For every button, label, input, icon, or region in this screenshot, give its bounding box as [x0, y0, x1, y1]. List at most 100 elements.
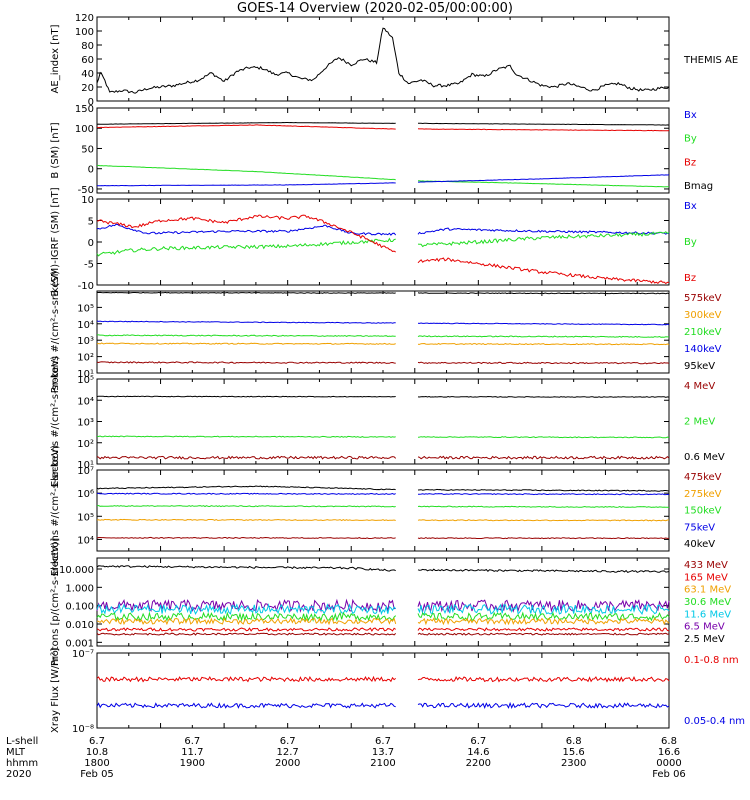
y-tick-label: -50 — [78, 185, 94, 196]
y-tick-label: 10¹ — [77, 460, 94, 471]
legend-label: THEMIS AE — [683, 55, 738, 66]
legend-label: 11.6 MeV — [684, 609, 731, 620]
series-line-0-6-mev — [96, 395, 670, 398]
legend-label: 63.1 MeV — [684, 585, 731, 596]
panel-6: 10⁴ 10⁵ 10⁶ 10⁷ Electrons #/(cm²-s-sr-keV) 47… — [50, 445, 722, 576]
footer-value: Feb 06 — [652, 769, 686, 780]
y-tick-label: 10⁷ — [77, 466, 94, 477]
y-tick-label: 50 — [81, 144, 94, 155]
footer-row-label: hhmm — [6, 758, 38, 769]
panel-frame — [96, 198, 670, 286]
footer-value: 2100 — [370, 758, 395, 769]
y-tick-label: 10.000 — [59, 565, 94, 576]
series-line-11-6-mev — [96, 602, 670, 616]
y-tick-label: 10⁵ — [77, 375, 94, 386]
series-line-165-mev — [96, 627, 670, 632]
series-line-210kev — [96, 334, 669, 338]
legend-label: 0.6 MeV — [684, 452, 725, 463]
legend-label: 2 MeV — [684, 417, 715, 428]
series-line-themis-ae — [96, 27, 670, 94]
footer-value: 1900 — [180, 758, 205, 769]
y-axis-label: Electrons #/(cm²-s-sr-keV) — [50, 356, 61, 487]
series-line-0-1-0-8-nm — [96, 675, 670, 683]
legend-label: 75keV — [684, 522, 715, 533]
y-tick-label: 1.000 — [65, 583, 94, 594]
panel-frame — [96, 107, 670, 194]
legend-label: Bmag — [684, 181, 713, 192]
legend-label: 275keV — [684, 489, 722, 500]
footer-value: 2200 — [466, 758, 491, 769]
y-tick-label: 0 — [88, 238, 94, 249]
series-line-bmag — [96, 121, 670, 126]
footer-value: 11.7 — [181, 747, 203, 758]
legend-label: Bx — [684, 201, 697, 212]
y-axis-label: Xray Flux [W/m²] — [50, 648, 61, 733]
y-tick-label: 10² — [77, 439, 94, 450]
footer-value: 6.7 — [89, 736, 105, 747]
series-line-40kev — [96, 485, 670, 492]
series-line-bx — [96, 174, 670, 187]
footer-value: 6.7 — [470, 736, 486, 747]
y-axis-label: Protons #/(cm²-s-sr-keV) — [50, 271, 61, 394]
y-tick-label: 100 — [75, 27, 94, 38]
series-line-4-mev — [96, 455, 670, 460]
series-line-475kev — [96, 536, 669, 540]
footer-row-label: L-shell — [6, 736, 38, 747]
y-axis-label: B (SM)-IGRF (SM) [nT] — [50, 187, 61, 296]
footer-value: 6.7 — [184, 736, 200, 747]
y-tick-label: 20 — [81, 83, 94, 94]
series-line-30-6-mev — [96, 611, 670, 623]
series-line-300kev — [96, 342, 670, 346]
y-tick-label: 5 — [88, 217, 94, 228]
legend-label: 6.5 MeV — [684, 622, 725, 633]
y-tick-label: 10⁶ — [77, 489, 94, 500]
legend-label: 475keV — [684, 472, 722, 483]
series-line-433-mev — [96, 632, 670, 636]
series-line-575kev — [96, 361, 670, 365]
legend-label: 30.6 MeV — [684, 597, 731, 608]
footer-row-label: MLT — [6, 747, 26, 758]
y-tick-label: 10⁵ — [77, 303, 94, 314]
y-tick-label: 10⁻⁷ — [72, 649, 94, 660]
series-line-63-1-mev — [96, 617, 670, 626]
legend-label: 210keV — [684, 327, 722, 338]
footer-value: 2300 — [561, 758, 586, 769]
footer-value: 2000 — [275, 758, 300, 769]
y-tick-label: 10³ — [77, 418, 94, 429]
legend-label: 300keV — [684, 310, 722, 321]
y-tick-label: 10¹ — [77, 369, 94, 380]
y-tick-label: 10⁵ — [77, 512, 94, 523]
y-tick-label: 60 — [81, 55, 94, 66]
y-tick-label: 10⁴ — [77, 396, 94, 407]
series-line-by — [96, 231, 670, 257]
panel-frame — [96, 290, 670, 374]
y-tick-label: 0.100 — [65, 602, 94, 613]
legend-label: 433 MeV — [684, 560, 728, 571]
series-line-140kev — [96, 320, 670, 326]
y-tick-label: -5 — [84, 260, 94, 271]
legend-label: 40keV — [684, 539, 715, 550]
footer-value: 6.8 — [661, 736, 677, 747]
y-axis-label: B (SM) [nT] — [50, 122, 61, 178]
legend-label: Bz — [684, 157, 696, 168]
footer-value: 1800 — [84, 758, 109, 769]
y-axis-label: Protons [p/(cm²-s-sr-keV)] — [50, 538, 61, 666]
y-tick-label: 150 — [75, 104, 94, 115]
legend-label: 165 MeV — [684, 572, 728, 583]
series-line-0-05-0-4-nm — [96, 701, 670, 710]
y-tick-label: 40 — [81, 69, 94, 80]
legend-label: Bx — [684, 110, 697, 121]
legend-label: 4 MeV — [684, 381, 715, 392]
series-line-150kev — [96, 504, 670, 508]
panel-5: 10¹ 10² 10³ 10⁴ 10⁵ Electrons #/(cm²-s-sr-keV… — [50, 356, 725, 487]
y-tick-label: 100 — [75, 124, 94, 135]
y-tick-label: 10² — [77, 353, 94, 364]
y-tick-label: 80 — [81, 41, 94, 52]
y-tick-label: 0 — [88, 97, 94, 108]
footer-value: Feb 05 — [80, 769, 114, 780]
series-line-bx — [96, 223, 670, 236]
footer-value: 12.7 — [277, 747, 299, 758]
